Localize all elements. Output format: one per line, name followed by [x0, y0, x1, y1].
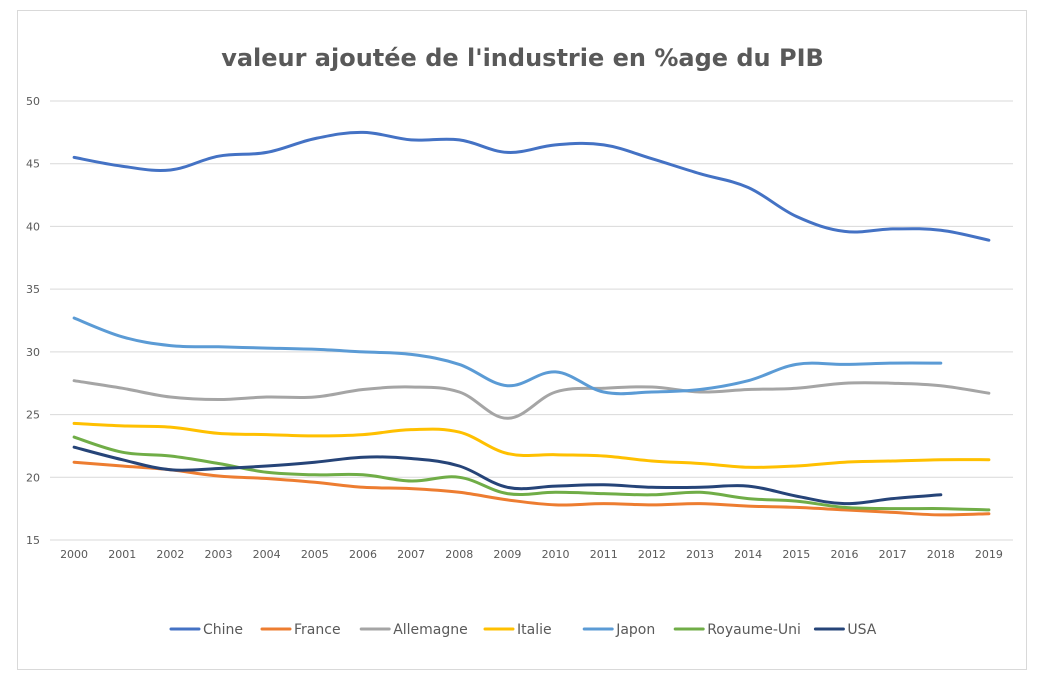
y-tick-label: 20 — [26, 471, 40, 484]
x-tick-label: 2010 — [542, 548, 570, 561]
y-tick-label: 40 — [26, 220, 40, 233]
x-tick-label: 2014 — [734, 548, 762, 561]
x-tick-label: 2018 — [927, 548, 955, 561]
gridlines — [50, 100, 1013, 541]
legend-label-chine: Chine — [203, 622, 243, 638]
y-tick-label: 35 — [26, 283, 40, 296]
legend-label-japon: Japon — [615, 622, 655, 638]
y-tick-label: 50 — [26, 95, 40, 108]
chart-title: valeur ajoutée de l'industrie en %age du… — [221, 44, 824, 72]
legend: Chine France Allemagne Italie Japon Royaume-U… — [169, 622, 877, 638]
x-tick-label: 2016 — [830, 548, 858, 561]
series-line-royaume-uni — [72, 435, 991, 512]
x-tick-label: 2005 — [301, 548, 329, 561]
x-tick-label: 2012 — [638, 548, 666, 561]
series-line-italie — [72, 421, 991, 469]
series-line-japon — [72, 316, 943, 396]
x-tick-label: 2008 — [445, 548, 473, 561]
x-tick-label: 2015 — [782, 548, 810, 561]
legend-label-france: France — [294, 622, 341, 638]
x-tick-label: 2007 — [397, 548, 425, 561]
x-tick-label: 2001 — [108, 548, 136, 561]
y-tick-label: 45 — [26, 158, 40, 171]
x-tick-label: 2004 — [253, 548, 281, 561]
legend-label-allemagne: Allemagne — [393, 622, 468, 638]
y-tick-label: 15 — [26, 534, 40, 547]
x-tick-label: 2002 — [156, 548, 184, 561]
chart-frame — [17, 10, 1027, 670]
legend-label-usa: USA — [847, 622, 876, 638]
x-tick-label: 2017 — [879, 548, 907, 561]
series-lines — [72, 130, 991, 517]
x-tick-label: 2003 — [205, 548, 233, 561]
series-line-france — [72, 460, 991, 517]
x-tick-label: 2009 — [493, 548, 521, 561]
series-line-allemagne — [72, 379, 991, 420]
legend-label-royaume-uni: Royaume-Uni — [707, 622, 801, 638]
x-axis-ticks: 2000 2001 2002 2003 2004 2005 2006 2007 2008 2009… — [60, 548, 1003, 561]
y-tick-label: 30 — [26, 346, 40, 359]
series-line-chine — [72, 130, 991, 242]
x-tick-label: 2006 — [349, 548, 377, 561]
legend-label-italie: Italie — [517, 622, 552, 638]
x-tick-label: 2019 — [975, 548, 1003, 561]
x-tick-label: 2013 — [686, 548, 714, 561]
series-line-usa — [72, 445, 943, 506]
x-tick-label: 2000 — [60, 548, 88, 561]
y-axis-ticks: 15 20 25 30 35 40 45 50 — [26, 95, 40, 547]
x-tick-label: 2011 — [590, 548, 618, 561]
y-tick-label: 25 — [26, 409, 40, 422]
